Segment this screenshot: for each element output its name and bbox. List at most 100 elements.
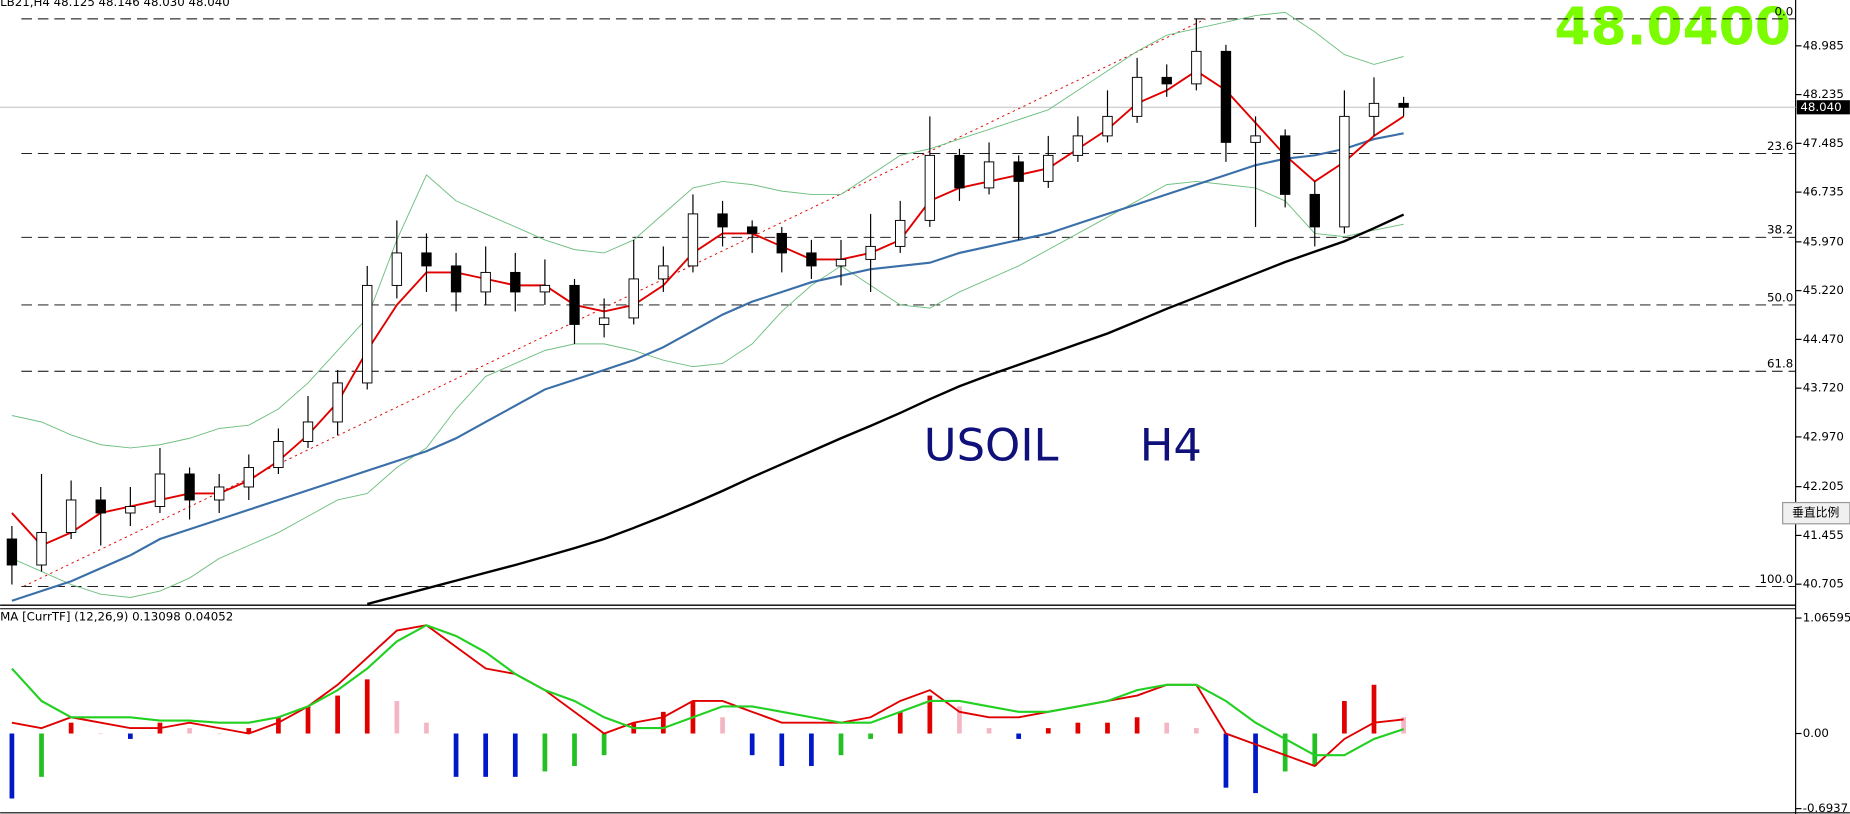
macd-title: MA [CurrTF] (12,26,9) 0.13098 0.04052 bbox=[0, 609, 233, 623]
candle-body bbox=[598, 317, 610, 325]
candle-body bbox=[628, 278, 639, 319]
histogram-bar bbox=[897, 711, 903, 734]
indicator-line bbox=[11, 132, 1404, 602]
candle-body bbox=[1220, 50, 1232, 143]
candle-body bbox=[450, 265, 462, 293]
candle-body bbox=[1368, 102, 1380, 117]
histogram-bar bbox=[453, 733, 459, 777]
y-tick-label: 46.735 bbox=[1803, 185, 1844, 199]
candle-body bbox=[273, 440, 284, 468]
candle-body bbox=[391, 252, 403, 286]
histogram-bar bbox=[1282, 733, 1288, 772]
histogram-bar bbox=[1401, 717, 1406, 734]
candle-body bbox=[36, 532, 47, 566]
histogram-bar bbox=[305, 706, 311, 734]
y-tick-label: 41.455 bbox=[1803, 528, 1844, 542]
y-tick-label: 1.06595 bbox=[1803, 611, 1850, 625]
y-tick-label: 0.00 bbox=[1803, 726, 1829, 740]
candle-body bbox=[6, 538, 18, 566]
candle-body bbox=[1043, 154, 1054, 182]
candle-body bbox=[895, 219, 906, 247]
candle-body bbox=[302, 421, 314, 442]
candle-body bbox=[1339, 115, 1350, 228]
candle-body bbox=[1161, 76, 1172, 85]
histogram-bar bbox=[335, 695, 340, 734]
histogram-bar bbox=[276, 717, 281, 734]
histogram-bar bbox=[39, 733, 44, 777]
y-tick-label: 48.235 bbox=[1803, 87, 1844, 101]
candle-body bbox=[480, 271, 491, 293]
histogram-bar bbox=[779, 733, 785, 767]
y-tick-label: 45.220 bbox=[1803, 283, 1844, 297]
fib-label: 50.0 bbox=[1767, 290, 1793, 304]
fib-label: 38.2 bbox=[1767, 223, 1793, 237]
histogram-bar bbox=[364, 679, 370, 734]
candle-body bbox=[806, 252, 817, 267]
y-tick-label: 45.970 bbox=[1803, 234, 1844, 248]
candle-body bbox=[213, 486, 225, 501]
candle-body bbox=[510, 271, 521, 293]
histogram-bar bbox=[601, 733, 607, 756]
fib-label: 23.6 bbox=[1767, 139, 1793, 153]
candle-body bbox=[717, 213, 728, 228]
y-tick-label: 42.970 bbox=[1803, 429, 1844, 443]
histogram-bar bbox=[68, 722, 74, 734]
candle-body bbox=[243, 467, 254, 488]
histogram-bar bbox=[483, 733, 489, 777]
candle-body bbox=[1398, 102, 1409, 108]
histogram-bar bbox=[512, 733, 518, 777]
candle-body bbox=[1072, 135, 1084, 156]
histogram-bar bbox=[424, 722, 429, 734]
y-tick-label: -0.6937 bbox=[1803, 801, 1848, 814]
indicator-line bbox=[11, 11, 1404, 449]
scale-button[interactable]: 垂直比例 bbox=[1782, 501, 1850, 525]
histogram-bar bbox=[542, 733, 548, 772]
timeframe-label: H4 bbox=[1140, 418, 1202, 471]
histogram-bar bbox=[749, 733, 755, 756]
histogram-bar bbox=[1045, 728, 1051, 734]
histogram-bar bbox=[98, 733, 104, 735]
histogram-bar bbox=[246, 728, 252, 734]
histogram-bar bbox=[720, 717, 725, 734]
candle-body bbox=[1102, 115, 1113, 137]
y-tick-label: 44.470 bbox=[1803, 332, 1844, 346]
macd-line bbox=[11, 624, 1404, 757]
candle-body bbox=[421, 252, 432, 267]
chart-header: LB21,H4 48.125 48.146 48.030 48.040 bbox=[0, 0, 230, 9]
histogram-bar bbox=[660, 711, 666, 734]
candle-body bbox=[1279, 135, 1291, 195]
histogram-bar bbox=[572, 733, 577, 767]
candle-body bbox=[125, 506, 136, 514]
histogram-bar bbox=[986, 728, 992, 734]
indicator-line bbox=[11, 180, 1404, 599]
candle-body bbox=[954, 154, 965, 189]
y-tick-label: 43.720 bbox=[1803, 381, 1844, 395]
candle-body bbox=[835, 258, 847, 267]
histogram-bar bbox=[1134, 717, 1140, 734]
fib-label: 0.0 bbox=[1775, 4, 1794, 18]
candle-body bbox=[687, 213, 699, 267]
last-price-label: 48.040 bbox=[1800, 100, 1841, 114]
histogram-bar bbox=[394, 701, 400, 734]
histogram-bar bbox=[9, 733, 15, 799]
candle-body bbox=[865, 245, 876, 260]
candle-body bbox=[1309, 193, 1320, 228]
histogram-bar bbox=[1105, 722, 1110, 734]
candle-body bbox=[1191, 50, 1202, 85]
last-price-box bbox=[1796, 100, 1850, 115]
candle-body bbox=[658, 265, 669, 280]
histogram-bar bbox=[1253, 733, 1258, 794]
histogram-bar bbox=[187, 728, 192, 734]
fib-label: 61.8 bbox=[1767, 357, 1793, 371]
button-label[interactable]: 垂直比例 bbox=[1792, 506, 1839, 520]
candle-body bbox=[983, 161, 995, 189]
candle-body bbox=[65, 499, 77, 533]
candle-body bbox=[95, 499, 106, 514]
candle-body bbox=[924, 154, 936, 221]
candle-body bbox=[362, 284, 373, 384]
histogram-bar bbox=[1312, 733, 1318, 767]
histogram-bar bbox=[216, 733, 222, 735]
histogram-bar bbox=[868, 733, 873, 739]
candle-body bbox=[1013, 161, 1024, 182]
